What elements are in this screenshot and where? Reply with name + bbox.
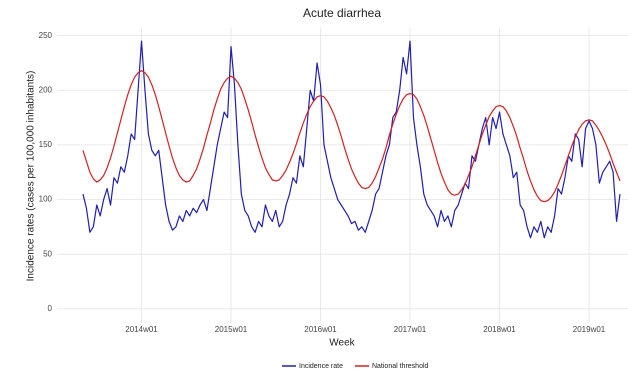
legend-label: National threshold [372,363,429,370]
x-tick-label: 2016w01 [304,325,337,334]
chart-title: Acute diarrhea [303,6,381,20]
x-axis-label: Week [329,338,355,349]
y-tick-label: 150 [39,140,53,149]
x-tick-label: 2018w01 [483,325,516,334]
series-line [82,70,621,203]
x-tick-label: 2014w01 [125,325,158,334]
series-line [82,40,621,239]
y-tick-label: 100 [39,195,53,204]
y-tick-label: 200 [39,85,53,94]
y-axis-label: Incidence rates (cases per 100,000 inhab… [26,71,37,282]
x-tick-label: 2015w01 [215,325,248,334]
legend-label: Incidence rate [299,363,343,370]
y-tick-label: 250 [39,31,53,40]
x-tick-label: 2019w01 [573,325,606,334]
x-tick-label: 2017w01 [394,325,427,334]
y-tick-label: 0 [48,304,53,313]
y-tick-label: 50 [43,249,52,258]
